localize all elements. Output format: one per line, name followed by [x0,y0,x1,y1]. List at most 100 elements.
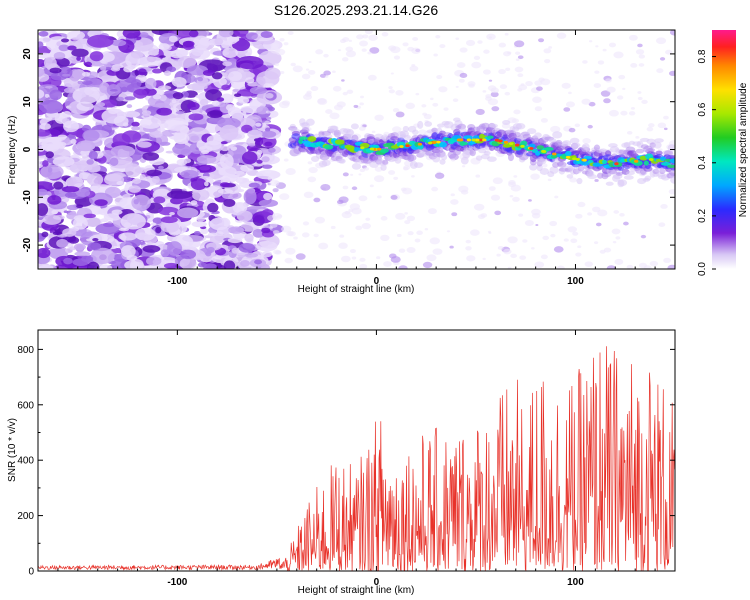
spectrogram-noise-cell [87,172,104,186]
spectrogram-noise-cell [179,257,197,269]
spectrogram-noise-cell [381,32,389,37]
spectrogram-noise-cell [137,141,152,148]
spectrogram-noise-cell [466,255,476,262]
spectrogram-y-tick-label: 10 [22,96,33,108]
spectrogram-noise-cell [281,100,291,106]
spectrogram-noise-cell [168,35,178,43]
snr-y-tick-label: 400 [17,456,34,467]
spectrogram-signal-core [580,161,590,166]
spectrogram-noise-cell [433,53,438,57]
spectrogram-noise-cell [388,45,397,51]
spectrogram-noise-cell [216,97,225,102]
spectrogram-signal-peak [565,155,571,159]
spectrogram-noise-cell [613,210,620,214]
spectrogram-signal-halo [305,118,315,126]
spectrogram-noise-cell [126,104,133,109]
spectrogram-signal-core [565,150,572,157]
spectrogram-noise-cell [95,223,121,235]
spectrogram-noise-cell [342,37,350,42]
spectrogram-noise-cell [38,41,44,49]
spectrogram-signal-halo [623,141,631,149]
spectrogram-noise-cell [416,230,423,235]
spectrogram-noise-cell [490,194,501,201]
spectrogram-noise-cell [249,86,267,95]
spectrogram-noise-cell [133,198,139,205]
snr-series-line [38,346,675,571]
spectrogram-noise-cell [301,232,310,238]
spectrogram-noise-cell [519,255,527,260]
snr-x-tick-label: 0 [374,577,380,588]
spectrogram-noise-cell [241,124,253,133]
spectrogram-noise-cell [623,221,629,226]
spectrogram-noise-cell [82,80,93,86]
spectrogram-noise-cell [207,232,218,237]
spectrogram-noise-cell [531,208,541,216]
spectrogram-noise-cell [505,67,511,72]
spectrogram-signal-halo [566,174,574,179]
spectrogram-noise-cell [132,178,142,185]
spectrogram-noise-cell [565,101,576,108]
spectrogram-signal-halo [644,175,652,181]
spectrogram-noise-cell [199,165,211,171]
spectrogram-noise-cell [220,145,230,152]
spectrogram-noise-cell [426,254,437,262]
spectrogram-noise-cell [61,73,71,77]
spectrogram-noise-cell [330,225,336,230]
spectrogram-noise-cell [124,96,136,101]
spectrogram-noise-cell [543,48,552,54]
spectrogram-signal-peak [582,158,587,162]
spectrogram-noise-cell [202,69,215,77]
spectrogram-noise-cell [86,159,94,165]
spectrogram-noise-cell [233,30,249,37]
spectrogram-noise-cell [215,231,224,236]
spectrogram-noise-cell [544,59,551,64]
spectrogram-noise-cell [593,241,599,245]
spectrogram-signal-halo [402,125,409,133]
spectrogram-noise-cell [550,233,556,238]
spectrogram-noise-cell [131,126,141,131]
spectrogram-noise-cell [434,172,445,179]
spectrogram-noise-cell [160,221,180,233]
spectrogram-noise-cell [663,257,672,263]
spectrogram-noise-cell [255,136,264,146]
spectrogram-signal-halo [653,141,662,149]
spectrogram-noise-cell [359,168,366,173]
spectrogram-noise-cell [323,53,329,58]
spectrogram-noise-cell [42,214,62,225]
spectrogram-noise-cell [49,67,62,74]
spectrogram-signal-halo [382,159,389,165]
spectrogram-noise-cell [238,242,256,253]
spectrogram-noise-cell [540,118,548,123]
spectrogram-noise-cell [89,234,115,244]
spectrogram-noise-cell [605,78,612,83]
spectrogram-noise-cell [264,141,273,147]
spectrogram-noise-cell [177,207,199,219]
spectrogram-noise-cell [475,108,485,116]
spectrogram-noise-cell [112,133,131,147]
spectrogram-signal-halo [625,171,635,176]
spectrogram-noise-cell [142,245,161,253]
spectrogram-noise-cell [149,130,163,138]
spectrogram-noise-cell [159,141,171,146]
spectrogram-noise-cell [45,85,53,89]
spectrogram-signal-core [583,155,593,160]
spectrogram-noise-cell [626,264,634,269]
spectrogram-signal-halo [605,181,614,186]
spectrogram-noise-cell [281,225,292,233]
spectrogram-noise-cell [232,202,248,214]
spectrogram-noise-cell [499,84,508,90]
spectrogram-noise-cell [120,245,136,258]
spectrogram-noise-cell [485,96,492,101]
spectrogram-noise-cell [255,240,278,252]
spectrogram-noise-cell [206,110,223,119]
spectrogram-noise-cell [540,254,548,260]
spectrogram-noise-cell [211,72,223,80]
spectrogram-x-label: Height of straight line (km) [298,284,415,295]
spectrogram-noise-cell [228,226,245,234]
spectrogram-noise-cell [373,175,385,183]
spectrogram-noise-cell [663,115,669,120]
spectrogram-signal-halo [408,154,417,162]
spectrogram-noise-cell [157,206,179,216]
colorbar-gradient [712,30,736,269]
spectrogram-noise-cell [255,122,262,127]
